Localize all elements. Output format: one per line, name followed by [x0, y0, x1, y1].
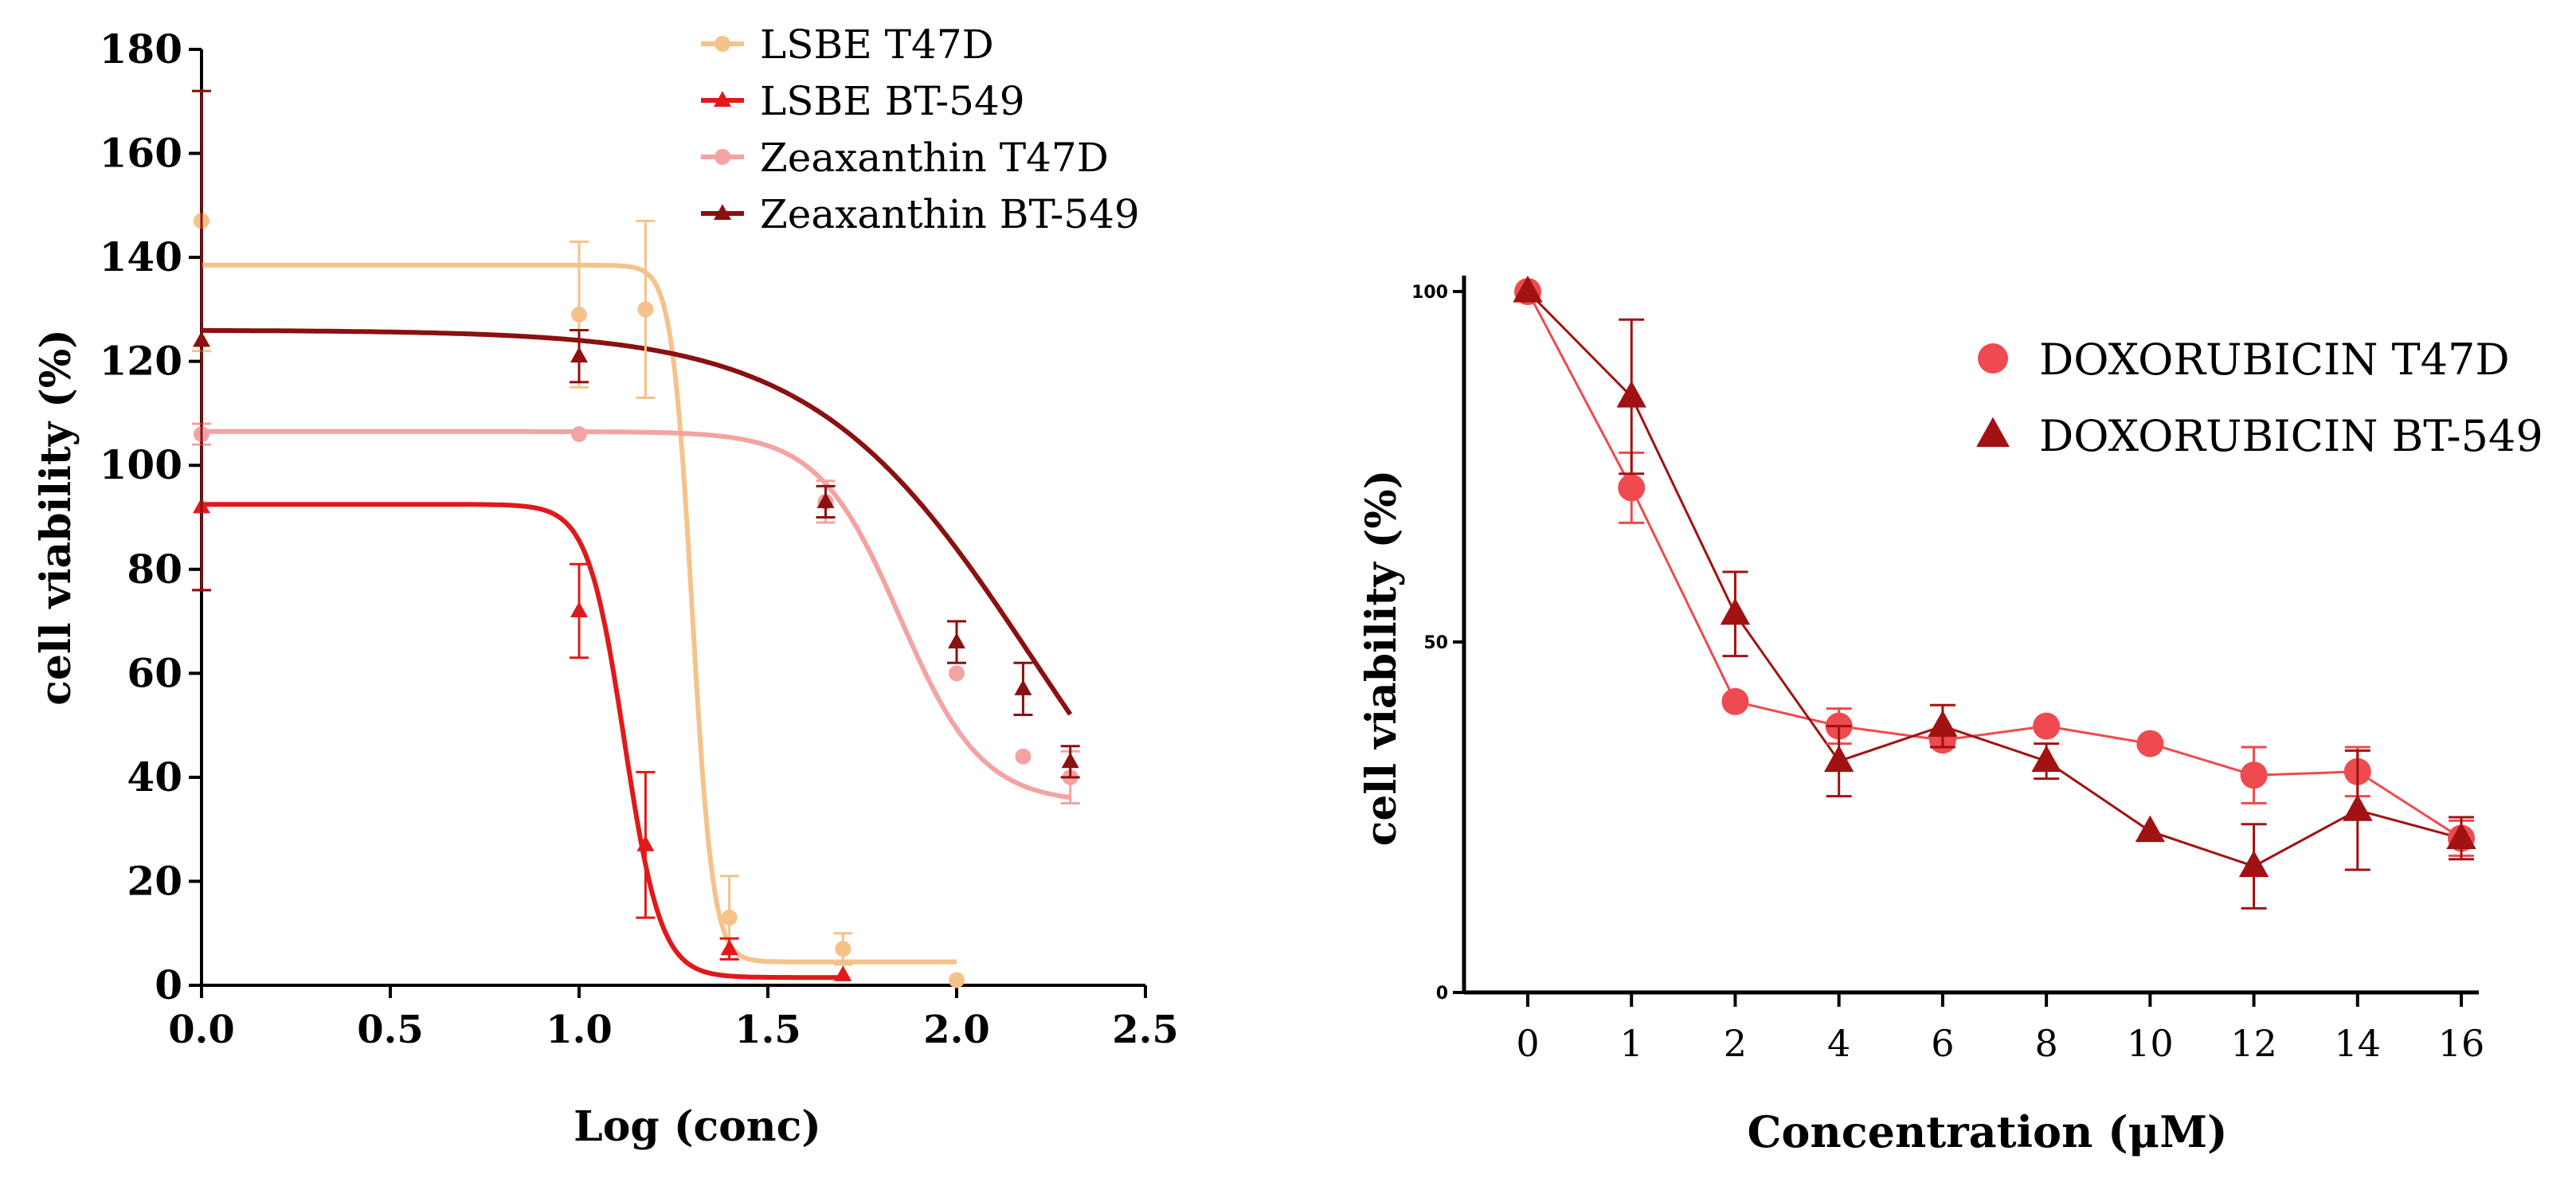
- data-point: [1061, 752, 1079, 769]
- x-tick-label: 0.5: [357, 1008, 424, 1052]
- x-tick-label: 14: [2335, 1022, 2382, 1065]
- legend-marker: [1976, 417, 2010, 448]
- data-point: [720, 939, 738, 956]
- y-tick-label: 0: [1436, 984, 1448, 1004]
- data-point: [1823, 745, 1854, 773]
- y-axis-title: cell viability (%): [32, 329, 80, 706]
- data-point: [1720, 597, 1751, 625]
- x-tick-label: 10: [2127, 1022, 2174, 1065]
- x-tick-label: 2: [1724, 1022, 1747, 1065]
- legend-label: LSBE BT-549: [760, 78, 1025, 124]
- data-point: [835, 941, 851, 957]
- legend-label: DOXORUBICIN BT-549: [2039, 411, 2543, 461]
- data-point: [570, 346, 588, 363]
- data-point: [1015, 748, 1032, 765]
- y-axis-title: cell viability (%): [1357, 470, 1406, 847]
- x-tick-label: 12: [2230, 1022, 2277, 1065]
- data-point: [571, 306, 587, 323]
- data-point: [949, 972, 965, 988]
- y-tick-label: 80: [127, 546, 182, 593]
- data-point: [1928, 710, 1958, 738]
- legend-marker: [714, 204, 731, 220]
- data-point: [2033, 712, 2061, 740]
- x-tick-label: 1.5: [734, 1008, 801, 1052]
- series-line: [1526, 290, 2462, 868]
- x-tick-label: 2.0: [923, 1008, 990, 1052]
- fit-curve: [202, 502, 844, 981]
- data-point: [1721, 687, 1749, 715]
- y-tick-label: 20: [127, 857, 182, 904]
- y-tick-label: 40: [127, 753, 182, 800]
- data-point: [721, 910, 738, 926]
- dose-response-chart: 0 20 40 60 80 100 120 140 160 180 0.0 0.5 1.0 1.5 2.0 2…: [32, 22, 1179, 1151]
- y-tick-label: 0: [155, 961, 182, 1008]
- data-point: [1616, 380, 1646, 408]
- data-point: [816, 492, 835, 508]
- x-tick-label: 0.0: [168, 1008, 235, 1052]
- y-tick-label: 160: [100, 130, 182, 177]
- legend-label: DOXORUBICIN T47D: [2039, 335, 2510, 385]
- x-tick-label: 2.5: [1112, 1008, 1179, 1052]
- x-tick-label: 16: [2438, 1022, 2485, 1065]
- data-point: [571, 426, 587, 443]
- data-point: [636, 835, 655, 851]
- data-point: [949, 665, 965, 682]
- y-tick-label: 100: [1411, 283, 1448, 303]
- y-tick-label: 120: [100, 338, 182, 385]
- x-tick-label: 1: [1620, 1022, 1643, 1065]
- y-tick-label: 50: [1423, 633, 1448, 653]
- x-tick-label: 6: [1931, 1022, 1954, 1065]
- data-point: [570, 601, 588, 617]
- data-point: [193, 331, 210, 347]
- data-point: [2031, 745, 2061, 773]
- data-point: [2136, 730, 2164, 757]
- x-tick-label: 4: [1827, 1022, 1850, 1065]
- y-tick-label: 140: [100, 233, 182, 280]
- data-point: [1014, 679, 1032, 695]
- x-tick-label: 1.0: [546, 1008, 613, 1052]
- legend-label: Zeaxanthin BT-549: [760, 191, 1140, 237]
- legend-marker: [714, 36, 730, 52]
- legend-marker: [1978, 343, 2008, 374]
- y-tick-label: 60: [127, 649, 182, 696]
- data-point: [2343, 794, 2373, 821]
- data-point: [948, 632, 965, 649]
- data-point: [2135, 815, 2166, 843]
- fit-curve: [202, 327, 1073, 716]
- data-point: [1618, 474, 1646, 502]
- data-point: [2238, 850, 2269, 878]
- data-point: [2446, 822, 2476, 849]
- data-point: [1513, 275, 1543, 303]
- data-point: [637, 301, 654, 318]
- legend-label: LSBE T47D: [760, 22, 994, 68]
- data-point: [2240, 761, 2268, 789]
- x-tick-label: 0: [1516, 1022, 1539, 1065]
- x-axis-title: Log (conc): [574, 1102, 821, 1151]
- x-axis-title: Concentration (μM): [1747, 1106, 2227, 1157]
- legend-marker: [714, 91, 731, 107]
- legend-label: Zeaxanthin T47D: [760, 135, 1109, 181]
- y-tick-label: 100: [100, 441, 182, 488]
- fit-curve: [202, 429, 1071, 800]
- legend-marker: [714, 149, 730, 165]
- series-line: [1526, 291, 2462, 840]
- x-tick-label: 8: [2034, 1022, 2057, 1065]
- y-tick-label: 180: [100, 25, 182, 72]
- data-point: [834, 965, 852, 981]
